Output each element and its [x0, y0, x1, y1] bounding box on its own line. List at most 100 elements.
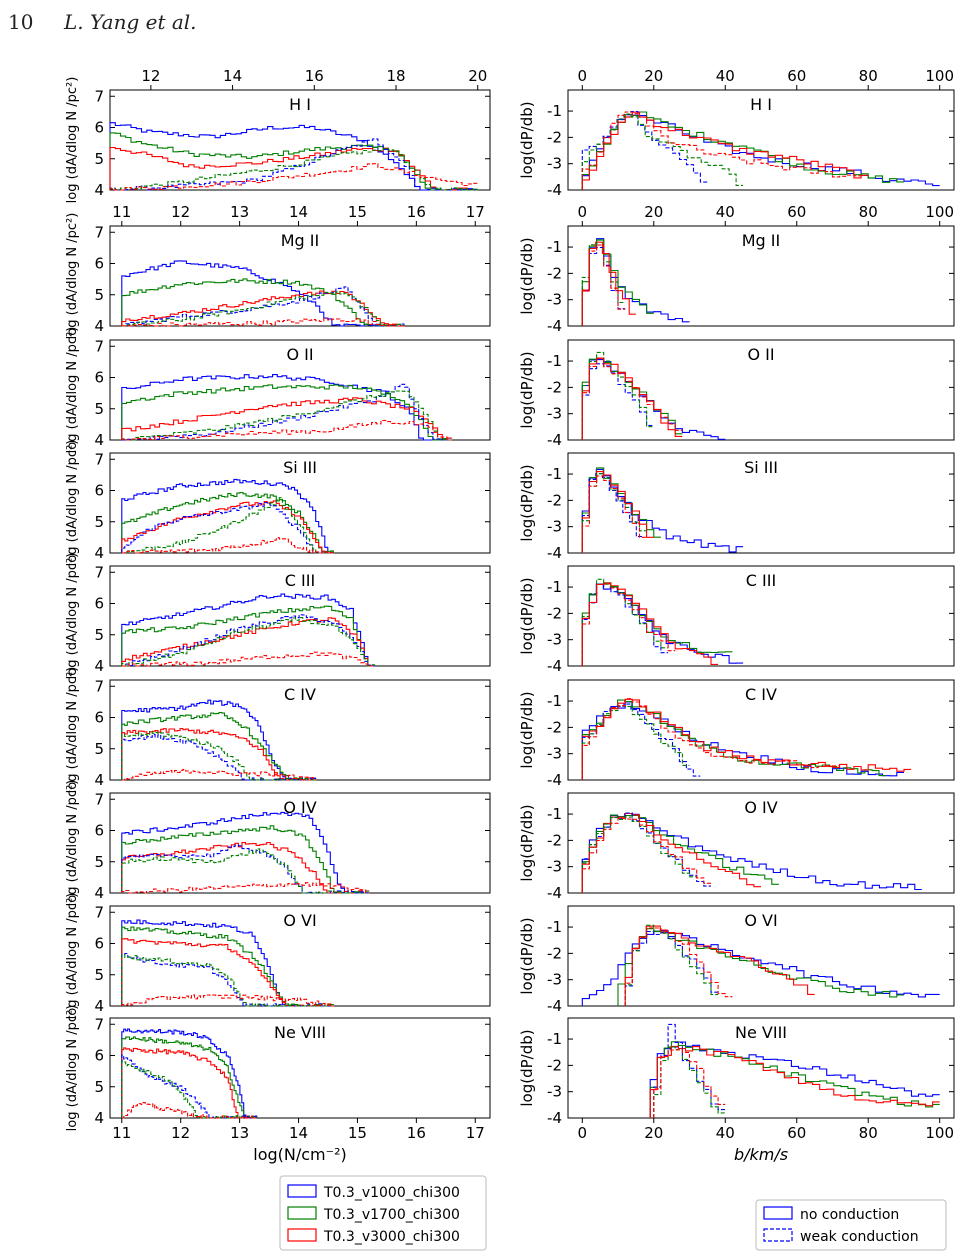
doppler-histogram-T0.3_v1000_chi300 [581, 359, 726, 440]
coldens-y-axis-label: log (dA/dlog N /pc²) [65, 553, 80, 680]
coldens-histogram-T0.3_v1700_chi300 [121, 384, 452, 441]
y-tick-label: -3 [547, 631, 562, 649]
coldens-histogram-T0.3_v3000_chi300 [121, 397, 452, 441]
doppler-panel-si-iii: -4 -3 -2 -1 Si III log(dP/db) [518, 452, 955, 562]
coldens-histogram-T0.3_v3000_chi300 [121, 290, 405, 327]
doppler-histogram-T0.3_v3000_chi300 [581, 358, 683, 440]
coldens-histogram-T0.3_v1000_chi300 [121, 919, 334, 1007]
doppler-axes-box [567, 225, 955, 327]
ion-label: Si III [283, 458, 317, 477]
doppler-histogram-T0.3_v3000_chi300 [653, 1049, 726, 1118]
coldens-histogram-T0.3_v1700_chi300 [109, 132, 478, 191]
coldens-histogram-T0.3_v1700_chi300 [121, 1060, 258, 1119]
coldens-histogram-T0.3_v1700_chi300 [121, 497, 334, 554]
x-tick-label: 14 [289, 1124, 308, 1142]
coldens-histogram-T0.3_v1700_chi300 [109, 147, 478, 191]
y-tick-label: 5 [94, 400, 104, 418]
y-tick-label: -3 [547, 155, 562, 173]
doppler-histogram-T0.3_v1000_chi300 [649, 1041, 940, 1118]
y-tick-label: 4 [94, 181, 104, 199]
y-tick-label: 4 [94, 771, 104, 789]
coldens-histogram-T0.3_v1000_chi300 [121, 614, 376, 667]
coldens-y-axis-label: log (dA/dlog N /pc²) [65, 893, 80, 1020]
running-head-authors: L. Yang et al. [64, 10, 197, 34]
y-tick-label: 5 [94, 740, 104, 758]
coldens-panel-si-iii: 4 5 6 7 Si III log (dA/dlog N /pc²) [65, 440, 491, 566]
page-header: 10 L. Yang et al. [0, 0, 962, 50]
doppler-axes-box [567, 905, 955, 1007]
ion-label: O II [286, 345, 313, 364]
y-tick-label: -2 [547, 128, 562, 146]
x-tick-label: 40 [716, 1124, 735, 1142]
page-number: 10 [8, 10, 34, 34]
y-tick-label: 6 [94, 119, 104, 137]
y-tick-label: 5 [94, 853, 104, 871]
y-tick-label: -4 [547, 181, 562, 199]
coldens-histogram-T0.3_v3000_chi300 [121, 537, 334, 554]
doppler-histogram-T0.3_v3000_chi300 [581, 583, 676, 666]
y-tick-label: 6 [94, 935, 104, 953]
doppler-axes-box [567, 565, 955, 667]
x-top-tick-label: 100 [925, 203, 954, 221]
ion-label: Ne VIII [735, 1023, 787, 1042]
x-top-tick-label: 40 [716, 203, 735, 221]
y-tick-label: 7 [94, 790, 104, 808]
ion-label: C IV [745, 685, 777, 704]
doppler-axes-box [567, 792, 955, 894]
y-tick-label: 5 [94, 513, 104, 531]
doppler-panel-ne-viii: -4 -3 -2 -1 Ne VIII 0 20 40 60 80 100 b/km/s log(dP/… [518, 1017, 955, 1164]
coldens-histogram-T0.3_v3000_chi300 [121, 994, 334, 1007]
doppler-panel-o-ii: -4 -3 -2 -1 O II log(dP/db) [518, 339, 955, 449]
coldens-y-axis-label: log (dA/dlog N /pc²) [65, 667, 80, 794]
doppler-histogram-T0.3_v3000_chi300 [581, 471, 654, 553]
coldens-histogram-T0.3_v1700_chi300 [121, 730, 317, 781]
legend-entry-T0.3_v3000_chi300: T0.3_v3000_chi300 [323, 1229, 460, 1245]
doppler-axes-box [567, 339, 955, 441]
coldens-histogram-T0.3_v3000_chi300 [109, 163, 478, 191]
y-tick-label: -2 [547, 264, 562, 282]
y-tick-label: -1 [547, 918, 562, 936]
ion-label: Ne VIII [274, 1023, 326, 1042]
coldens-panel-c-iii: 4 5 6 7 C III log (dA/dlog N /pc²) [65, 553, 491, 680]
doppler-y-axis-label: log(dP/db) [518, 351, 536, 428]
coldens-histogram-T0.3_v3000_chi300 [121, 617, 376, 667]
y-tick-label: 6 [94, 369, 104, 387]
coldens-axes-box [109, 452, 491, 554]
coldens-panel-c-iv: 4 5 6 7 C IV log (dA/dlog N /pc²) [65, 667, 491, 794]
linestyle-legend: no conduction weak conduction [755, 1199, 947, 1251]
coldens-axes-box [109, 565, 491, 667]
coldens-panel-o-ii: 4 5 6 7 O II log (dA/dlog N /pc²) [65, 327, 491, 453]
x-top-tick-label: 17 [466, 203, 485, 221]
y-tick-label: 6 [94, 822, 104, 840]
doppler-histogram-T0.3_v1000_chi300 [581, 812, 922, 893]
coldens-histogram-T0.3_v1000_chi300 [121, 844, 370, 894]
y-tick-label: 5 [94, 1078, 104, 1096]
y-tick-label: -1 [547, 1030, 562, 1048]
y-tick-label: 4 [94, 544, 104, 562]
doppler-histogram-T0.3_v3000_chi300 [581, 582, 719, 666]
x-top-tick-label: 12 [171, 203, 190, 221]
doppler-y-axis-label: log(dP/db) [518, 804, 536, 881]
y-tick-label: 6 [94, 1047, 104, 1065]
doppler-panel-o-iv: -4 -3 -2 -1 O IV log(dP/db) [518, 792, 955, 902]
coldens-histogram-T0.3_v1700_chi300 [121, 848, 370, 894]
doppler-histogram-T0.3_v3000_chi300 [581, 812, 761, 893]
legend-swatch-weak-conduction [763, 1228, 793, 1242]
y-tick-label: -2 [547, 831, 562, 849]
x-tick-label: 15 [348, 1124, 367, 1142]
coldens-histogram-T0.3_v1700_chi300 [121, 617, 376, 667]
doppler-panel-h-i: -4 -3 -2 -1 H I 0 20 40 60 80 100 log(dP/db) [518, 67, 955, 199]
legend-entry-weak-conduction: weak conduction [800, 1229, 919, 1245]
coldens-histogram-T0.3_v3000_chi300 [121, 1102, 258, 1119]
coldens-panel-o-vi: 4 5 6 7 O VI log (dA/dlog N /pc²) [65, 893, 491, 1020]
y-tick-label: 5 [94, 286, 104, 304]
y-tick-label: -3 [547, 291, 562, 309]
doppler-y-axis-label: log(dP/db) [518, 464, 536, 541]
coldens-axes-box [109, 1017, 491, 1119]
coldens-y-axis-label: log (dA/dlog N /pc²) [65, 213, 80, 340]
ion-label: C III [746, 571, 776, 590]
doppler-y-axis-label: log(dP/db) [518, 237, 536, 314]
x-top-tick-label: 14 [223, 67, 242, 85]
doppler-histogram-T0.3_v1000_chi300 [581, 468, 744, 553]
